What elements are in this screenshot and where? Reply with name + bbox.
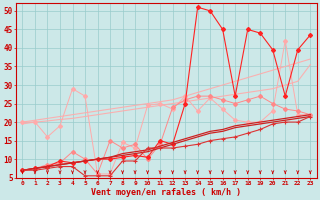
X-axis label: Vent moyen/en rafales ( km/h ): Vent moyen/en rafales ( km/h ) — [92, 188, 241, 197]
